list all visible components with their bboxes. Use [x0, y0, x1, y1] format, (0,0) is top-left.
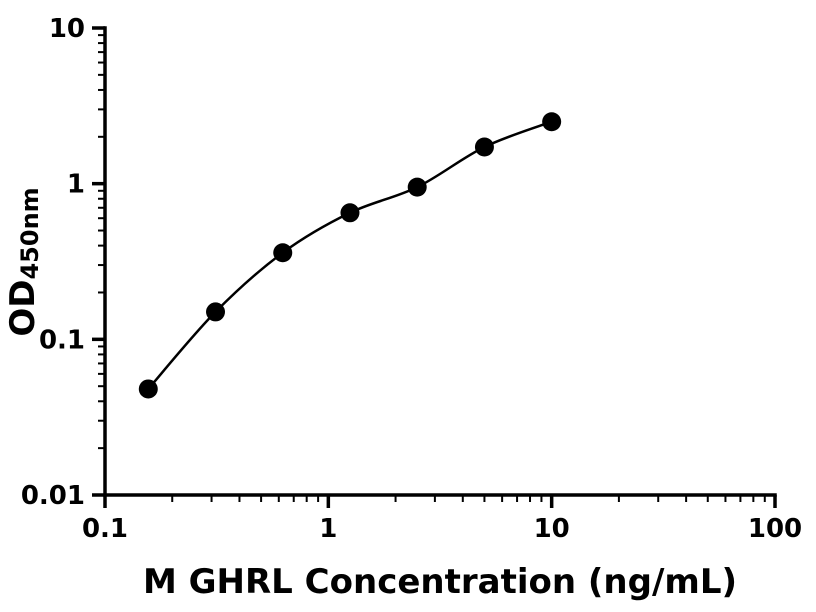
major-ticks: [92, 26, 777, 508]
data-point: [340, 203, 360, 223]
y-tick-label: 1: [67, 170, 85, 200]
x-axis-title: M GHRL Concentration (ng/mL): [143, 562, 737, 602]
x-tick-label: 1: [319, 514, 337, 544]
y-tick-label: 0.1: [39, 325, 85, 355]
data-point: [474, 137, 494, 157]
y-axis-title: OD450nm: [3, 187, 44, 336]
y-axis-title-sub: 450nm: [16, 187, 44, 279]
axis-spines: [103, 26, 777, 497]
x-tick-label: 0.1: [82, 514, 128, 544]
fit-curve-layer: [147, 120, 553, 390]
data-point: [407, 177, 427, 197]
x-tick-label: 100: [748, 514, 802, 544]
fit-curve: [147, 120, 553, 390]
axes: [103, 26, 777, 497]
minor-ticks: [98, 34, 766, 502]
data-point-layer: [138, 112, 562, 399]
data-point: [273, 243, 293, 263]
y-tick-label: 0.01: [21, 481, 85, 511]
x-tick-label: 10: [534, 514, 570, 544]
data-point: [542, 112, 562, 132]
y-axis-title-main: OD: [3, 280, 43, 337]
data-point: [206, 302, 226, 322]
data-point: [138, 379, 158, 399]
y-tick-label: 10: [49, 14, 85, 44]
